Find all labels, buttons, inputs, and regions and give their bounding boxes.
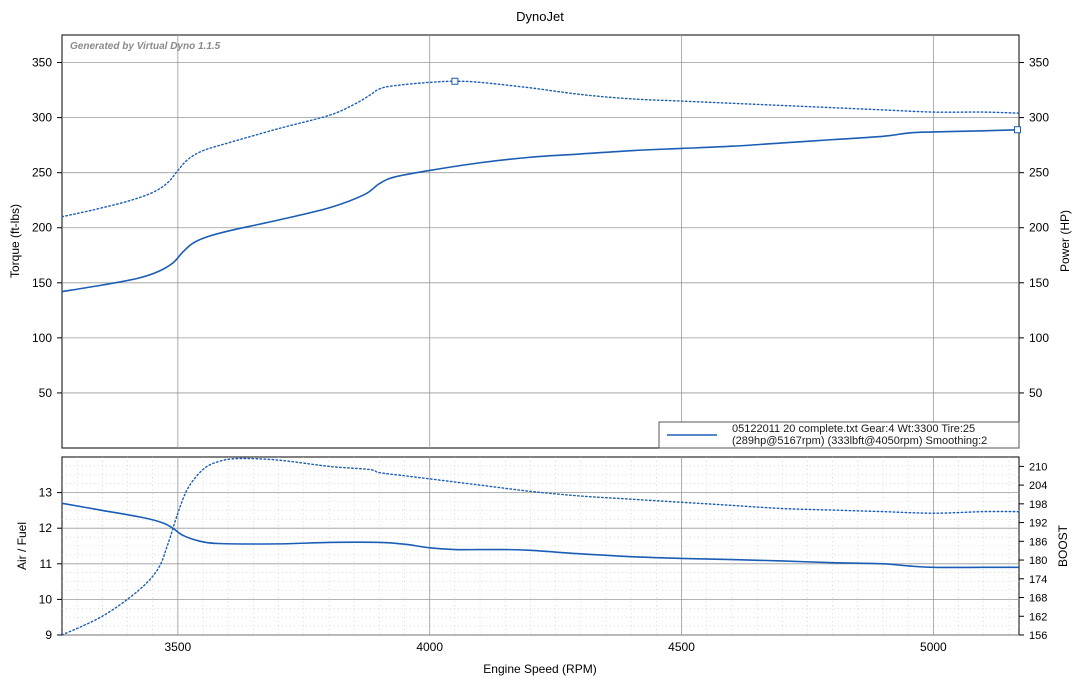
y-tick-label: 300 xyxy=(32,111,52,125)
y2-tick-label: 156 xyxy=(1029,630,1047,642)
y-tick-label: 50 xyxy=(39,386,53,400)
x-tick-label: 4000 xyxy=(416,640,443,654)
legend: 05122011 20 complete.txt Gear:4 Wt:3300 … xyxy=(658,421,1020,449)
y-tick-label: 150 xyxy=(32,276,52,290)
afr-boost-series-0 xyxy=(61,502,1019,569)
y2-tick-label: 174 xyxy=(1029,574,1047,586)
y2-tick-label: 250 xyxy=(1029,166,1049,180)
torque-power-series-0 xyxy=(61,80,1020,218)
torque-power-series-1 xyxy=(61,128,1020,293)
y-tick-label: 250 xyxy=(32,166,52,180)
y-tick-label: 200 xyxy=(32,221,52,235)
x-tick-label: 3500 xyxy=(164,640,191,654)
y2-tick-label: 192 xyxy=(1029,518,1047,530)
legend-line-1: 05122011 20 complete.txt Gear:4 Wt:3300 … xyxy=(732,423,975,435)
torque-axis-title: Torque (ft-lbs) xyxy=(8,204,22,278)
y2-tick-label: 100 xyxy=(1029,331,1049,345)
y-tick-label: 9 xyxy=(45,628,52,642)
afr-boost-series-1 xyxy=(61,457,1020,636)
y-tick-label: 12 xyxy=(39,521,53,535)
y-tick-label: 100 xyxy=(32,331,52,345)
y-tick-label: 13 xyxy=(39,486,53,500)
peak-marker xyxy=(1013,126,1021,134)
y-tick-label: 350 xyxy=(32,56,52,70)
legend-box xyxy=(658,421,1020,449)
y2-tick-label: 200 xyxy=(1029,221,1049,235)
boost-axis-title: BOOST xyxy=(1056,524,1070,567)
y2-tick-label: 186 xyxy=(1029,536,1047,548)
x-tick-label: 5000 xyxy=(920,640,947,654)
y-tick-label: 11 xyxy=(40,557,53,571)
peak-marker xyxy=(451,77,459,85)
legend-line-2: (289hp@5167rpm) (333lbft@4050rpm) Smooth… xyxy=(732,435,987,447)
x-tick-label: 4500 xyxy=(668,640,695,654)
power-axis-title: Power (HP) xyxy=(1058,210,1072,272)
afr-boost-plot-area xyxy=(61,456,1020,636)
y-tick-label: 10 xyxy=(39,592,53,606)
watermark: Generated by Virtual Dyno 1.1.5 xyxy=(70,41,221,52)
y2-tick-label: 350 xyxy=(1029,56,1049,70)
y2-tick-label: 168 xyxy=(1029,593,1047,605)
series-layer xyxy=(61,77,1021,636)
y2-tick-label: 210 xyxy=(1029,461,1047,473)
rpm-axis-title: Engine Speed (RPM) xyxy=(483,662,596,676)
y2-tick-label: 150 xyxy=(1029,276,1049,290)
afr-axis-title: Air / Fuel xyxy=(15,522,29,570)
y2-tick-label: 50 xyxy=(1029,386,1043,400)
afr-boost-grid xyxy=(62,457,1019,636)
y2-tick-label: 180 xyxy=(1029,555,1047,567)
y2-tick-label: 300 xyxy=(1029,111,1049,125)
y2-tick-label: 198 xyxy=(1029,499,1047,511)
chart-title: DynoJet xyxy=(516,9,564,24)
y2-tick-label: 204 xyxy=(1029,480,1047,492)
tick-labels: 50 100 150 200 250 300 350 50 100 150 200 250 300 350… xyxy=(32,56,1049,654)
torque-power-plot-area xyxy=(61,34,1020,449)
torque-power-grid xyxy=(62,35,1019,448)
y2-tick-label: 162 xyxy=(1029,611,1047,623)
